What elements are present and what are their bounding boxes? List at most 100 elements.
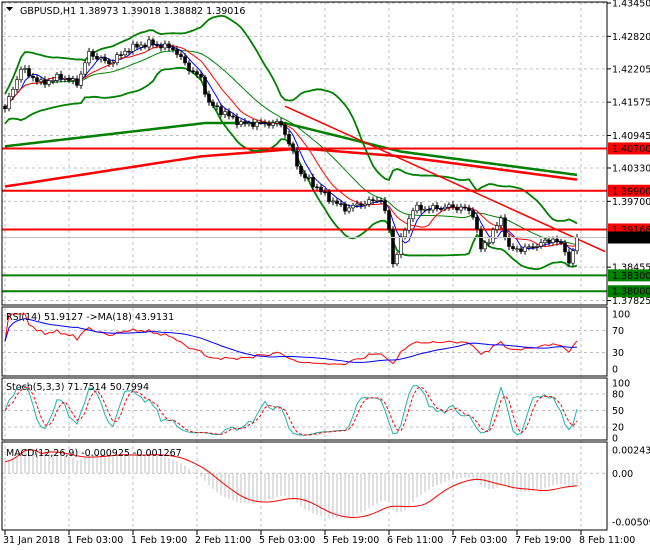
- stoch-main-line: [4, 385, 578, 436]
- candle-body: [103, 57, 107, 61]
- candle-body: [83, 62, 87, 75]
- candle-body: [531, 246, 535, 249]
- rsi-tick: 70: [612, 326, 624, 337]
- candle-body: [367, 199, 371, 205]
- candle-body: [411, 210, 415, 220]
- candle-body: [363, 203, 367, 206]
- candle-body: [199, 74, 203, 78]
- candle-body: [75, 78, 79, 86]
- candle-body: [447, 204, 451, 208]
- macd-signal-line: [4, 449, 578, 518]
- candle-body: [475, 216, 479, 230]
- candle-body: [351, 204, 355, 209]
- candle-body: [419, 204, 423, 211]
- stoch-signal-line: [4, 386, 578, 436]
- time-label: 31 Jan 2018: [3, 535, 60, 546]
- candle-body: [195, 71, 199, 75]
- candle-body: [375, 200, 379, 202]
- candle-body: [515, 248, 519, 251]
- candle-body: [335, 200, 339, 204]
- candle-body: [203, 76, 207, 95]
- price-label: 1.39700: [612, 197, 650, 208]
- candle-body: [71, 78, 75, 81]
- candle-body: [455, 206, 459, 211]
- time-label: 1 Feb 19:00: [131, 535, 187, 546]
- candle-body: [507, 236, 511, 247]
- candle-body: [459, 206, 463, 211]
- candle-body: [63, 78, 67, 80]
- candle-body: [171, 47, 175, 50]
- rsi-tick: 30: [612, 348, 624, 359]
- candle-body: [51, 80, 55, 82]
- candle-body: [159, 44, 163, 49]
- trendline: [284, 105, 606, 253]
- candle-body: [427, 208, 431, 211]
- candle-body: [219, 106, 223, 115]
- candle-body: [123, 50, 127, 56]
- panel-frame: [1, 377, 608, 441]
- candle-body: [263, 122, 267, 125]
- price-label: 1.42820: [612, 32, 650, 43]
- collapse-triangle-icon[interactable]: [6, 7, 13, 11]
- candle-body: [519, 248, 523, 252]
- candle-body: [463, 206, 467, 209]
- candle-body: [35, 77, 39, 82]
- candle-body: [207, 93, 211, 103]
- candle-body: [275, 121, 279, 124]
- candle-body: [135, 43, 139, 48]
- macd-label: MACD(12,26,9) -0.000925 -0.001267: [6, 448, 182, 459]
- candle-body: [439, 208, 443, 210]
- rsi-ma-line: [4, 318, 578, 363]
- candle-body: [343, 203, 347, 212]
- candle-body: [535, 246, 539, 248]
- candle-body: [283, 124, 287, 135]
- level-tag: [608, 142, 650, 155]
- candle-body: [347, 207, 351, 212]
- price-label: 1.41575: [612, 98, 650, 109]
- price-label: 1.38455: [612, 263, 650, 274]
- candle-body: [15, 79, 19, 90]
- candle-body: [147, 39, 151, 48]
- candle-body: [67, 78, 71, 81]
- candle-body: [291, 143, 295, 152]
- level-label: 1.39168: [612, 225, 650, 236]
- current-price-label: 1.39016: [612, 233, 650, 244]
- candle-body: [31, 75, 35, 79]
- candle-body: [391, 229, 395, 265]
- time-label: 1 Feb 03:00: [67, 535, 123, 546]
- stoch-tick: 0: [612, 434, 618, 445]
- candle-body: [167, 43, 171, 49]
- candle-body: [287, 134, 291, 145]
- candle-body: [403, 229, 407, 238]
- candle-body: [359, 203, 363, 206]
- candle-body: [575, 237, 579, 252]
- level-label: 1.38000: [612, 287, 650, 298]
- candle-body: [479, 229, 483, 250]
- candle-body: [191, 70, 195, 73]
- candle-body: [11, 89, 15, 97]
- time-label: 7 Feb 03:00: [451, 535, 507, 546]
- price-label: 1.42205: [612, 64, 650, 75]
- level-tag: [608, 184, 650, 197]
- candle-body: [179, 54, 183, 57]
- candle-body: [143, 44, 147, 48]
- candle-body: [151, 39, 155, 46]
- candle-body: [379, 200, 383, 202]
- candle-body: [107, 60, 111, 64]
- panel-frame: [1, 441, 608, 531]
- panel-frame: [1, 306, 608, 377]
- candle-body: [247, 122, 251, 124]
- candle-body: [155, 44, 159, 47]
- time-label: 5 Feb 19:00: [323, 535, 379, 546]
- candle-body: [499, 217, 503, 226]
- candle-body: [235, 116, 239, 125]
- candle-body: [483, 242, 487, 250]
- ma-green-line: [4, 121, 578, 177]
- panel-frame: [1, 1, 608, 306]
- bollinger-upper: [4, 14, 578, 225]
- candle-body: [387, 210, 391, 231]
- ma-slow-line: [4, 44, 578, 248]
- time-label: 6 Feb 11:00: [387, 535, 443, 546]
